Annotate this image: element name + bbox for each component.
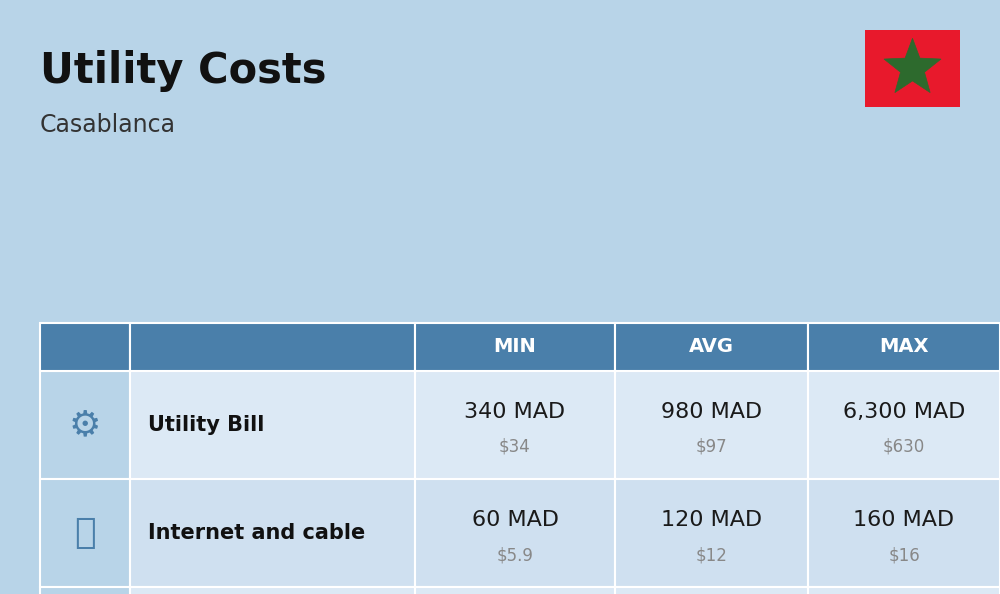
Text: AVG: AVG	[689, 337, 734, 356]
Text: $630: $630	[883, 438, 925, 456]
Text: $16: $16	[888, 546, 920, 564]
FancyBboxPatch shape	[615, 587, 808, 594]
Text: $5.9: $5.9	[497, 546, 533, 564]
FancyBboxPatch shape	[415, 587, 615, 594]
Text: $12: $12	[696, 546, 727, 564]
FancyBboxPatch shape	[40, 587, 130, 594]
FancyBboxPatch shape	[415, 371, 615, 479]
Text: 📶: 📶	[74, 516, 96, 551]
FancyBboxPatch shape	[130, 587, 415, 594]
FancyBboxPatch shape	[808, 371, 1000, 479]
FancyBboxPatch shape	[865, 30, 960, 107]
Text: 6,300 MAD: 6,300 MAD	[843, 402, 965, 422]
Text: 980 MAD: 980 MAD	[661, 402, 762, 422]
FancyBboxPatch shape	[615, 479, 808, 587]
Polygon shape	[884, 38, 941, 93]
FancyBboxPatch shape	[130, 323, 415, 371]
FancyBboxPatch shape	[615, 323, 808, 371]
FancyBboxPatch shape	[415, 479, 615, 587]
FancyBboxPatch shape	[615, 371, 808, 479]
FancyBboxPatch shape	[40, 371, 130, 479]
FancyBboxPatch shape	[808, 587, 1000, 594]
Text: ⚙: ⚙	[69, 408, 101, 443]
Text: Casablanca: Casablanca	[40, 113, 176, 137]
Text: 120 MAD: 120 MAD	[661, 510, 762, 530]
FancyBboxPatch shape	[40, 479, 130, 587]
FancyBboxPatch shape	[40, 323, 130, 371]
Text: 340 MAD: 340 MAD	[464, 402, 566, 422]
Text: Utility Bill: Utility Bill	[148, 415, 264, 435]
FancyBboxPatch shape	[130, 479, 415, 587]
Text: MIN: MIN	[494, 337, 536, 356]
Text: 60 MAD: 60 MAD	[472, 510, 558, 530]
FancyBboxPatch shape	[130, 371, 415, 479]
Text: MAX: MAX	[879, 337, 929, 356]
FancyBboxPatch shape	[415, 323, 615, 371]
FancyBboxPatch shape	[808, 323, 1000, 371]
Text: Utility Costs: Utility Costs	[40, 50, 326, 92]
Text: $97: $97	[696, 438, 727, 456]
Text: $34: $34	[499, 438, 531, 456]
Text: 160 MAD: 160 MAD	[853, 510, 955, 530]
Text: Internet and cable: Internet and cable	[148, 523, 365, 544]
FancyBboxPatch shape	[808, 479, 1000, 587]
